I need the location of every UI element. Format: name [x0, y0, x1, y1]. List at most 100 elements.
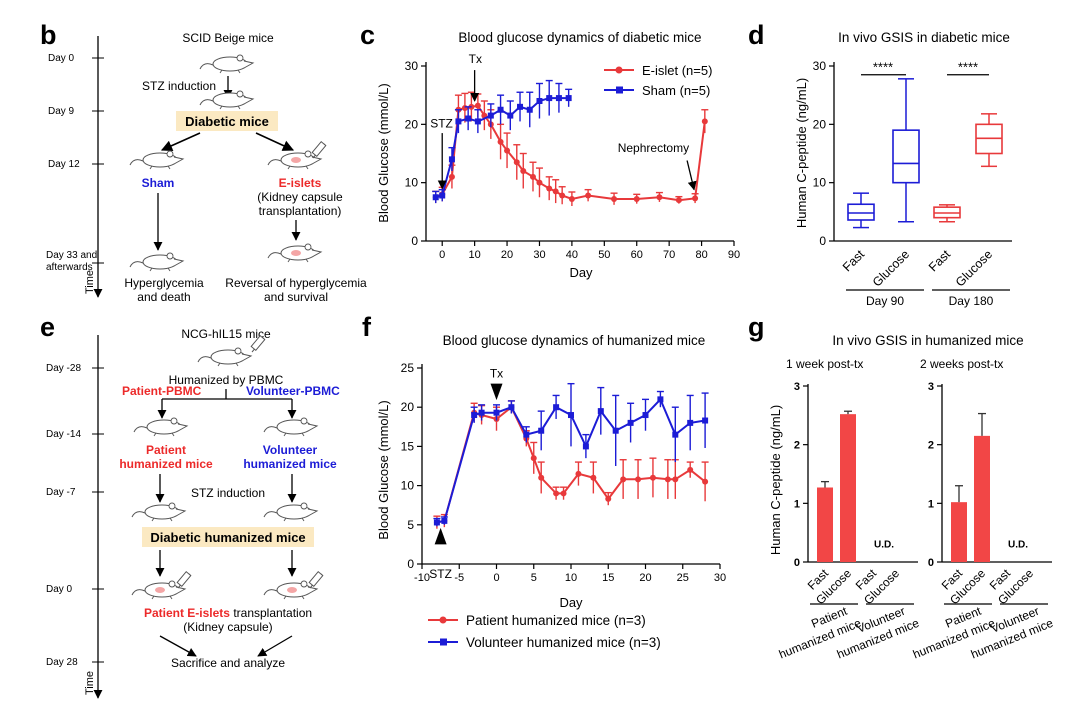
box-iqr	[847, 203, 875, 221]
schematic-e-kidney: (Kidney capsule)	[183, 620, 272, 634]
chart-f-annotations: STZ Tx	[429, 366, 503, 581]
box-2	[892, 78, 920, 223]
mouse-icon	[133, 417, 188, 437]
legend-marker	[616, 86, 623, 94]
data-point	[687, 419, 694, 426]
schematic-e-volunteer-pbmc: Volunteer-PBMC	[246, 384, 340, 398]
legend-label: E-islet (n=5)	[642, 63, 712, 78]
chart-f-ylabel: Blood Glucose (mmol/L)	[376, 400, 391, 539]
y-tick-label: 10	[401, 479, 415, 493]
chart-c-xlabel: Day	[569, 265, 593, 280]
data-point	[642, 412, 649, 419]
data-point	[649, 474, 656, 481]
y-tick-label: 2	[928, 440, 934, 452]
data-point	[504, 147, 511, 154]
x-tick-label: 20	[639, 572, 651, 584]
chart-g-title: In vivo GSIS in humanized mice	[832, 333, 1023, 348]
schematic-b-out-left2: and death	[137, 290, 190, 304]
schematic-e-top: NCG-hIL15 mice	[181, 327, 271, 341]
data-point	[702, 417, 709, 424]
schematic-e-patient-mice1: Patient	[146, 443, 186, 457]
day-label: Day 12	[48, 159, 80, 170]
data-point	[575, 470, 582, 477]
chart-c-series	[432, 79, 709, 206]
data-point	[546, 95, 553, 102]
y-tick-label: 10	[813, 176, 827, 190]
data-point	[538, 474, 545, 481]
data-point	[513, 159, 520, 166]
data-point	[560, 490, 567, 497]
data-point	[536, 179, 543, 186]
x-tick-label: 10	[469, 249, 481, 261]
subplot-1: 0123FastGlucoseFastGlucoseU.D.Patienthum…	[777, 381, 922, 662]
chart-c-axes: 0 10 20 30 0 10 20 30 40 50 60 70 80 90	[405, 59, 740, 261]
schematic-b-eislets: E-islets	[279, 176, 322, 190]
group-label: Day 180	[949, 294, 994, 308]
legend-label: Patient humanized mice (n=3)	[466, 613, 646, 628]
schematic-e-volunteer-mice2: humanized mice	[243, 457, 337, 471]
x-tick-label: 20	[501, 249, 513, 261]
annotation-nephrectomy: Nephrectomy	[618, 141, 689, 155]
data-point	[559, 192, 566, 199]
box-1	[847, 192, 875, 229]
data-point	[552, 188, 559, 195]
y-tick-label: 0	[794, 557, 800, 569]
chart-g-plot: 0123FastGlucoseFastGlucoseU.D.Patienthum…	[777, 381, 1056, 662]
data-point	[441, 517, 448, 524]
schematic-b-out-right2: and survival	[264, 290, 328, 304]
data-point	[635, 476, 642, 483]
data-point	[526, 106, 533, 113]
y-tick-label: 15	[401, 439, 415, 453]
y-tick-label: 3	[928, 381, 934, 393]
diabetic-highlight	[176, 111, 278, 131]
data-point	[633, 196, 640, 202]
data-point	[568, 412, 574, 419]
day-label: Day -14	[46, 429, 81, 440]
mouse-icon	[263, 502, 318, 522]
data-point	[433, 519, 440, 526]
data-point	[432, 194, 439, 201]
panel-label-g: g	[748, 312, 765, 342]
diabetic-highlight	[142, 527, 314, 547]
data-point	[656, 194, 663, 201]
x-tick-label: 40	[566, 249, 578, 261]
data-point	[493, 409, 500, 416]
box-iqr	[892, 129, 920, 184]
box-3	[933, 204, 961, 223]
data-point	[565, 95, 572, 102]
data-point	[461, 105, 468, 111]
x-tick-label: 60	[631, 249, 643, 261]
y-tick-label: 25	[401, 361, 415, 375]
panel-label-c: c	[360, 20, 375, 50]
x-tick-label: 10	[565, 572, 577, 584]
data-point	[553, 404, 560, 411]
mouse-icon	[199, 54, 254, 74]
x-tick-label: 30	[533, 249, 545, 261]
day-label: Day 0	[46, 584, 73, 595]
data-point	[487, 112, 494, 119]
y-tick-label: 10	[405, 176, 419, 190]
panel-label-d: d	[748, 20, 765, 50]
chart-f-xlabel: Day	[559, 595, 583, 610]
data-point	[439, 192, 446, 199]
data-point	[497, 106, 504, 113]
x-tick-label: 0	[439, 249, 445, 261]
data-point	[523, 431, 530, 438]
x-tick-label: 50	[598, 249, 610, 261]
schematic-e-patient-pbmc: Patient-PBMC	[122, 384, 202, 398]
syringe-icon	[176, 571, 192, 589]
y-tick-label: 0	[411, 234, 418, 248]
data-point	[553, 490, 560, 497]
bar	[817, 487, 833, 562]
data-point	[605, 495, 612, 502]
data-point	[672, 431, 679, 438]
x-tick-label: -5	[454, 572, 464, 584]
data-point	[455, 118, 462, 125]
annotation-stz: STZ	[430, 116, 453, 130]
data-point	[507, 112, 514, 119]
legend-marker	[615, 66, 623, 74]
data-point	[675, 197, 682, 204]
x-tick-label: 15	[602, 572, 614, 584]
chart-c-legend: E-islet (n=5) Sham (n=5)	[604, 63, 712, 98]
